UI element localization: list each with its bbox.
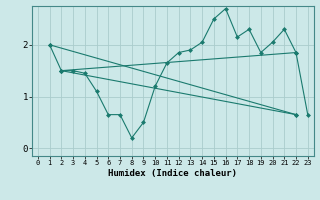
X-axis label: Humidex (Indice chaleur): Humidex (Indice chaleur) bbox=[108, 169, 237, 178]
